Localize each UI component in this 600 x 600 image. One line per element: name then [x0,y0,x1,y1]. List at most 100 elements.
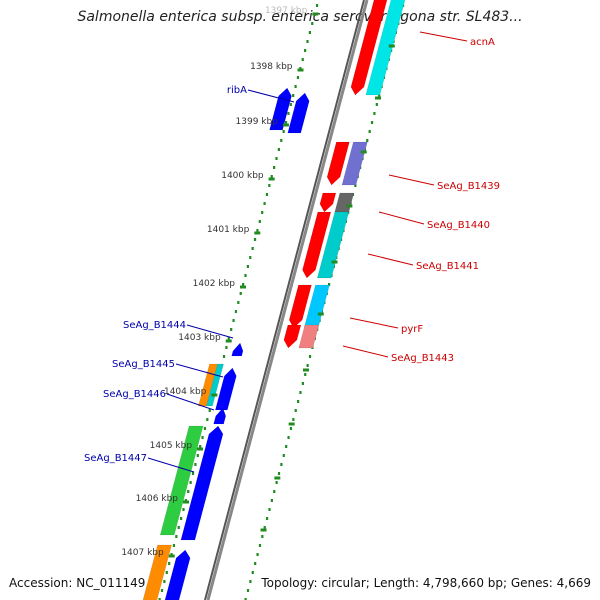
inner-tick-dot [294,409,297,412]
outer-tick-dot [158,598,161,600]
outer-tick-track [158,4,319,600]
inner-tick-dot [273,490,276,493]
gene-label-leader [419,31,468,42]
inner-tick-dot [270,499,273,502]
inner-tick-dot [289,427,293,430]
scale-tick-label: 1402 kbp [193,279,236,289]
outer-tick-dot [258,220,261,223]
outer-tick-dot [265,193,269,196]
gene-label: SeAg_B1447 [84,453,147,464]
outer-tick-dot [175,535,178,538]
outer-tick-dot [160,589,164,592]
outer-tick-dot [280,139,283,142]
outer-tick-dot [246,265,249,268]
inner-tick-dot [256,553,259,556]
outer-tick-dot [263,202,266,205]
outer-tick-dot [261,211,264,214]
outer-tick-dot [227,337,230,340]
inner-tick-dot [251,571,254,574]
inner-tick-dot [268,508,271,511]
outer-tick-dot [306,40,309,43]
inner-tick-dot [373,112,376,115]
inner-tick-dot [258,544,262,547]
gene-label: acnA [470,37,495,48]
backbone [204,0,369,600]
gene-label-leader [247,89,295,103]
inner-tick-dot [277,472,281,475]
scale-tick-label: 1405 kbp [150,441,193,451]
outer-tick-dot [222,355,226,358]
outer-tick-dot [244,274,247,277]
plus-strand-features [283,0,406,349]
inner-tick-dot [366,139,369,142]
outer-tick-dot [256,229,259,232]
gene-label-leader [367,253,414,266]
inner-tick-dot [244,598,247,600]
outer-tick-dot [251,247,254,250]
outer-tick-dot [284,121,288,124]
outer-tick-dot [292,94,295,97]
outer-tick-dot [230,328,233,331]
gene-label-leader [147,457,195,473]
outer-tick-dot [294,85,297,88]
gene-label: SeAg_B1443 [391,353,454,364]
inner-tick-dot [261,535,264,538]
gene-label: SeAg_B1440 [427,220,490,231]
outer-tick-dot [232,319,235,322]
outer-tick-dot [277,148,280,151]
gene-label: SeAg_B1445 [112,359,175,370]
inner-tick-dot [378,94,381,97]
gene-label-leader [342,345,389,358]
outer-tick-dot [237,301,240,304]
scale-tick-label: 1403 kbp [178,333,221,343]
plus-feature-block [334,192,355,213]
inner-tick-dot [280,463,283,466]
outer-tick-dot [208,409,211,412]
outer-tick-dot [199,445,202,448]
gene-label: SeAg_B1446 [103,389,166,400]
minus-gene-arrow [213,407,227,425]
outer-tick-dot [287,112,290,115]
outer-tick-dot [172,544,176,547]
plus-gene-arrow [326,141,350,186]
gene-label: SeAg_B1444 [123,320,186,331]
inner-tick-dot [354,184,357,187]
inner-tick-dot [297,400,300,403]
outer-tick-dot [268,184,271,187]
scale-tick-label: 1397 kbp [265,6,308,16]
minus-gene-arrow [215,367,237,411]
outer-tick-dot [289,103,292,106]
inner-tick-dot [285,445,288,448]
outer-tick-dot [282,130,285,133]
gene-label-leader [349,317,399,329]
gene-label-leader [166,393,215,411]
scale-tick-label: 1401 kbp [207,225,250,235]
inner-tick-dot [246,589,250,592]
gene-labels: acnA SeAg_B1439 SeAg_B1440 SeAg_B1441 pyrF Se… [84,31,500,473]
inner-tick-dot [265,517,269,520]
outer-tick-dot [196,454,199,457]
outer-tick-dot [163,580,166,583]
inner-tick-dot [304,373,307,376]
minus-gene-arrow [164,549,191,600]
map-title: Salmonella enterica subsp. enterica sero… [77,9,523,25]
minus-gene-arrow [180,425,224,541]
outer-tick-dot [273,166,276,169]
minus-feature-block [159,425,204,536]
gene-label-leader [378,211,425,225]
scale-tick-label: 1399 kbp [236,117,279,127]
outer-tick-dot [187,490,190,493]
plus-feature-block [317,211,350,279]
plus-gene-arrow [283,324,302,349]
outer-tick-dot [301,58,304,61]
outer-tick-dot [189,481,192,484]
minus-gene-arrow [269,87,292,131]
inner-tick-dot [375,103,378,106]
outer-tick-dot [253,238,257,241]
outer-tick-dot [191,472,195,475]
scale-tick-label: 1407 kbp [121,548,164,558]
minus-gene-arrow [287,92,310,134]
gene-label: SeAg_B1441 [416,261,479,272]
outer-tick-dot [168,562,171,565]
